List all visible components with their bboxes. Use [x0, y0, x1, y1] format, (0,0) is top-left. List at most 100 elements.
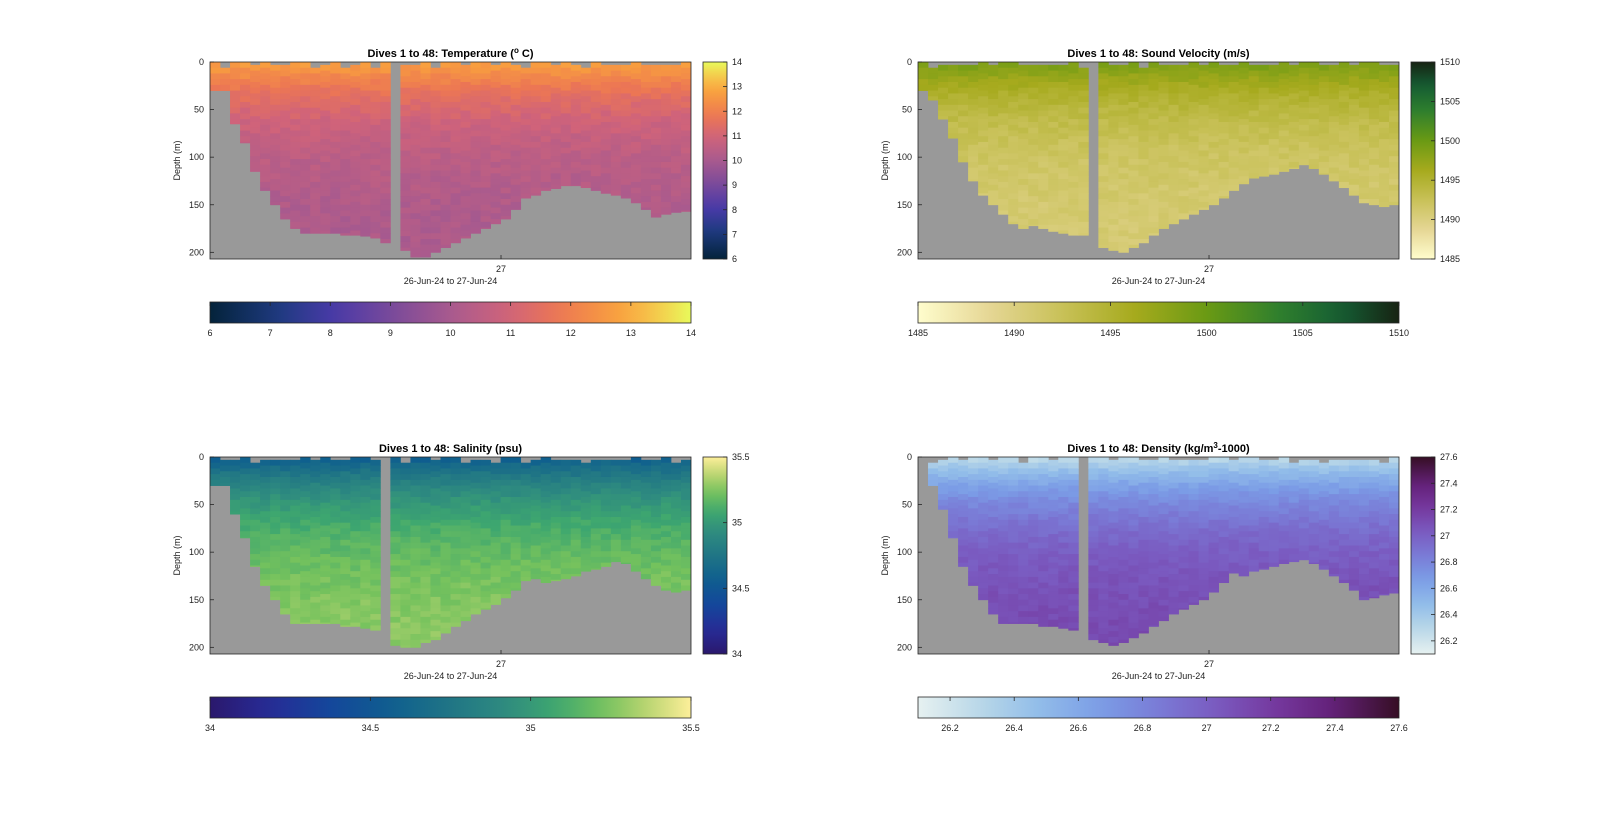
heatmap-cell — [310, 147, 321, 154]
heatmap-cell — [1078, 216, 1089, 223]
heatmap-cell — [340, 79, 351, 86]
heatmap-cell — [1248, 64, 1260, 71]
heatmap-cell — [1278, 79, 1290, 86]
dive-column — [938, 64, 949, 120]
heatmap-cell — [610, 70, 622, 77]
heatmap-cell — [460, 99, 471, 106]
heatmap-cell — [270, 568, 281, 575]
heatmap-cell — [1268, 556, 1280, 564]
heatmap-cell — [340, 210, 351, 217]
heatmap-cell — [400, 462, 411, 469]
heatmap-cell — [1238, 457, 1250, 464]
heatmap-cell — [350, 76, 361, 83]
heatmap-cell — [660, 64, 672, 71]
heatmap-cell — [1378, 496, 1390, 504]
heatmap-cell — [1388, 173, 1399, 180]
heatmap-cell — [1108, 608, 1119, 615]
heatmap-cell — [948, 121, 959, 129]
heatmap-cell — [380, 176, 391, 183]
heatmap-cell — [510, 110, 522, 117]
heatmap-cell — [520, 141, 532, 149]
heatmap-cell — [230, 84, 241, 91]
heatmap-cell — [958, 482, 969, 489]
heatmap-cell — [1158, 179, 1169, 186]
heatmap-cell — [1018, 150, 1029, 157]
heatmap-cell — [420, 153, 431, 160]
heatmap-cell — [660, 496, 672, 504]
heatmap-cell — [1088, 576, 1099, 584]
heatmap-cell — [998, 67, 1009, 74]
heatmap-cell — [978, 582, 989, 589]
heatmap-cell — [1158, 548, 1169, 555]
heatmap-cell — [1008, 519, 1019, 526]
dive-column — [290, 459, 301, 624]
heatmap-cell — [1128, 204, 1139, 211]
heatmap-cell — [310, 551, 321, 558]
heatmap-cell — [450, 611, 461, 618]
heatmap-cell — [1118, 201, 1129, 209]
heatmap-cell — [1258, 534, 1270, 541]
dive-column — [1388, 64, 1399, 206]
heatmap-cell — [640, 505, 652, 512]
heatmap-cell — [1128, 159, 1139, 166]
heatmap-cell — [470, 216, 481, 223]
heatmap-cell — [1098, 210, 1109, 217]
heatmap-cell — [1358, 476, 1370, 484]
heatmap-cell — [230, 476, 241, 484]
heatmap-cell — [670, 588, 682, 593]
x-axis-label: 26-Jun-24 to 27-Jun-24 — [404, 276, 498, 286]
heatmap-cell — [1068, 628, 1079, 631]
heatmap-cell — [1238, 536, 1250, 544]
heatmap-cell — [998, 599, 1009, 606]
heatmap-cell — [260, 90, 271, 97]
heatmap-cell — [250, 167, 261, 172]
heatmap-cell — [1158, 457, 1169, 464]
heatmap-cell — [1128, 565, 1139, 572]
heatmap-cell — [1038, 167, 1049, 174]
heatmap-cell — [1158, 161, 1169, 169]
heatmap-cell — [968, 582, 979, 586]
heatmap-cell — [220, 476, 231, 484]
dive-column — [1138, 459, 1149, 634]
heatmap-cell — [220, 465, 231, 472]
heatmap-cell — [1138, 568, 1149, 575]
heatmap-cell — [610, 139, 622, 146]
heatmap-cell — [370, 465, 381, 472]
heatmap-cell — [1328, 534, 1340, 541]
heatmap-cell — [440, 159, 451, 166]
dive-column — [948, 64, 959, 139]
heatmap-cell — [330, 539, 341, 546]
heatmap-cell — [1018, 536, 1029, 544]
heatmap-cell — [1358, 482, 1370, 489]
heatmap-cell — [630, 479, 642, 486]
heatmap-cell — [1208, 101, 1220, 109]
heatmap-cell — [540, 457, 552, 464]
heatmap-cell — [490, 150, 501, 157]
heatmap-cell — [1038, 201, 1049, 209]
heatmap-cell — [1198, 76, 1209, 83]
heatmap-cell — [1378, 542, 1390, 549]
heatmap-cell — [1128, 474, 1139, 481]
dive-column — [650, 64, 662, 218]
heatmap-cell — [948, 99, 959, 106]
heatmap-cell — [240, 73, 251, 80]
heatmap-cell — [390, 639, 401, 646]
heatmap-cell — [630, 536, 642, 544]
heatmap-cell — [1348, 534, 1360, 541]
heatmap-cell — [330, 488, 341, 495]
heatmap-cell — [1168, 87, 1179, 94]
heatmap-cell — [1138, 482, 1149, 489]
heatmap-cell — [1258, 173, 1270, 177]
heatmap-cell — [390, 457, 401, 464]
heatmap-cell — [1238, 79, 1250, 86]
heatmap-cell — [600, 551, 612, 558]
heatmap-cell — [1168, 156, 1179, 163]
heatmap-cell — [320, 150, 331, 157]
heatmap-cell — [988, 596, 999, 604]
heatmap-cell — [1028, 213, 1039, 220]
heatmap-cell — [1128, 210, 1139, 217]
heatmap-cell — [350, 611, 361, 618]
heatmap-cell — [998, 193, 1009, 200]
heatmap-cell — [1178, 173, 1189, 180]
dive-column — [610, 64, 622, 196]
